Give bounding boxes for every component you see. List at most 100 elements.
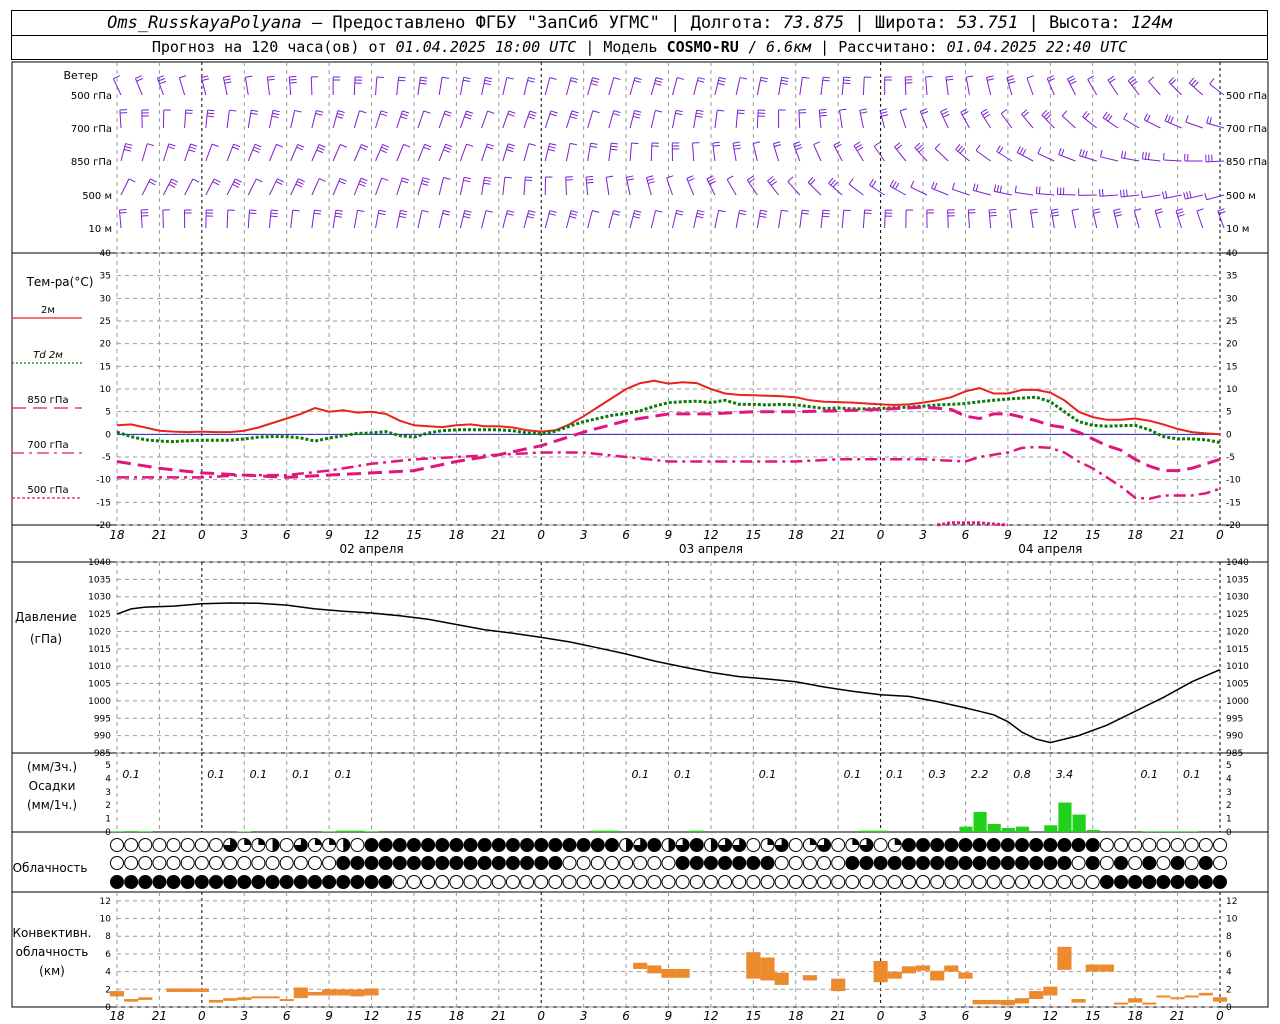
wind-barb-feather xyxy=(202,78,210,81)
wind-barb-feather xyxy=(941,110,949,115)
wind-barb-feather xyxy=(1107,75,1115,81)
cloud-fill xyxy=(973,838,987,852)
wind-barb-feather xyxy=(1051,208,1059,211)
cloud-cover-symbol xyxy=(223,856,238,870)
convective-bar xyxy=(774,972,789,985)
cloud-fill xyxy=(1029,838,1043,852)
convective-bar xyxy=(1184,995,1199,998)
wind-barb-feather xyxy=(1143,113,1148,121)
y-tick-label-left: 12 xyxy=(100,897,111,907)
cloud-fill xyxy=(668,838,676,852)
cloud-fill xyxy=(421,856,435,870)
cloud-cover-symbol xyxy=(1000,875,1015,889)
cloud-cover-symbol xyxy=(166,838,181,852)
cloud-fill xyxy=(336,875,350,889)
wind-barb-feather xyxy=(975,184,979,192)
cloud-cover-symbol xyxy=(1156,856,1171,870)
wind-barb-shaft xyxy=(375,210,380,229)
wind-barb-feather xyxy=(833,141,841,146)
convective-bar xyxy=(944,965,959,972)
cloud-fill xyxy=(852,838,859,845)
cloud-fill xyxy=(987,856,1001,870)
wind-barb-feather xyxy=(419,82,427,85)
wind-barb-feather xyxy=(719,77,727,80)
cloud-fill xyxy=(1199,856,1213,870)
wind-barb-shaft xyxy=(841,210,845,229)
wind-barb-shaft xyxy=(975,150,991,162)
wind-barb-shaft xyxy=(268,110,274,129)
cloud-fill xyxy=(393,838,407,852)
wind-barb-feather xyxy=(853,141,861,147)
wind-barb-shaft xyxy=(934,148,949,162)
wind-barb-shaft xyxy=(955,149,970,162)
y-tick-label-right: -20 xyxy=(1226,521,1241,531)
x-tick-label-bottom: 6 xyxy=(962,1009,970,1023)
wind-barb-feather xyxy=(733,147,742,150)
wind-barb-feather xyxy=(1045,114,1052,120)
convective-bar xyxy=(873,961,888,983)
wind-barb-feather xyxy=(613,77,621,81)
cloud-cover-symbol xyxy=(1170,838,1185,852)
wind-barb-feather xyxy=(718,209,726,213)
wind-level-label-left: 500 м xyxy=(82,191,112,202)
wind-barb-shaft xyxy=(862,210,866,229)
wind-barb-feather xyxy=(612,113,620,116)
wind-barb-feather xyxy=(822,209,830,212)
wind-barb-shaft xyxy=(940,111,949,129)
cloud-fill xyxy=(195,875,209,889)
x-tick-label-bottom: 15 xyxy=(1085,1009,1100,1023)
wind-barb-feather xyxy=(591,80,599,83)
cloud-cover-symbol xyxy=(817,875,832,889)
cloud-fill xyxy=(272,838,280,852)
cloud-cover-symbol xyxy=(633,856,648,870)
wind-barb-feather xyxy=(1035,186,1038,194)
wind-barb-shaft xyxy=(523,177,526,196)
wind-barb-feather xyxy=(444,146,452,150)
wind-barb-shaft xyxy=(1100,156,1119,162)
wind-barb-feather xyxy=(966,75,974,78)
wind-barb-feather xyxy=(1148,76,1155,82)
cloud-fill xyxy=(633,838,647,852)
cloud-fill xyxy=(944,838,958,852)
cloud-fill xyxy=(1043,856,1057,870)
wind-barb-feather xyxy=(781,76,789,79)
x-tick-label-bottom: 18 xyxy=(1128,1009,1144,1023)
y-tick-label-right: 0 xyxy=(1226,1003,1232,1013)
cloud-fill xyxy=(690,838,704,852)
wind-barb-feather xyxy=(402,177,410,181)
wind-barb-feather xyxy=(464,210,472,213)
cloud-cover-symbol xyxy=(463,875,478,889)
wind-barb-feather xyxy=(271,115,279,119)
x-tick-label-bottom: 12 xyxy=(364,1009,379,1023)
cloud-fill xyxy=(548,838,562,852)
wind-barb-feather xyxy=(401,180,409,184)
x-tick-label: 3 xyxy=(919,528,927,542)
wind-barb-feather xyxy=(921,111,929,115)
precip-trace xyxy=(590,830,605,832)
x-tick-label: 6 xyxy=(283,528,291,542)
wind-barb-feather xyxy=(934,143,941,149)
wind-barb-feather xyxy=(634,210,642,213)
wind-barb-shaft xyxy=(375,77,378,96)
forecast-start: 01.04.2025 18:00 UTC xyxy=(395,38,577,56)
precip-3h-sum: 0.1 xyxy=(674,768,692,781)
cloud-fill xyxy=(732,856,746,870)
wind-barb-feather xyxy=(358,183,366,187)
precip-bar xyxy=(1015,826,1030,832)
cloud-fill xyxy=(817,838,831,852)
wind-barb-feather xyxy=(487,110,495,114)
wind-barb-feather xyxy=(463,179,471,183)
cloud-fill xyxy=(760,856,774,870)
wind-barb-shaft xyxy=(332,144,341,162)
wind-barb-feather xyxy=(646,175,654,179)
latitude-value: 53.751 xyxy=(956,13,1019,33)
cloud-fill xyxy=(704,856,718,870)
cloud-fill xyxy=(916,838,930,852)
wind-barb-feather xyxy=(626,175,634,178)
wind-barb-shaft xyxy=(290,144,299,162)
wind-barb-feather xyxy=(1206,116,1210,124)
wind-barb-feather xyxy=(420,76,428,79)
wind-barb-feather xyxy=(1168,76,1175,83)
cloud-fill xyxy=(110,875,124,889)
